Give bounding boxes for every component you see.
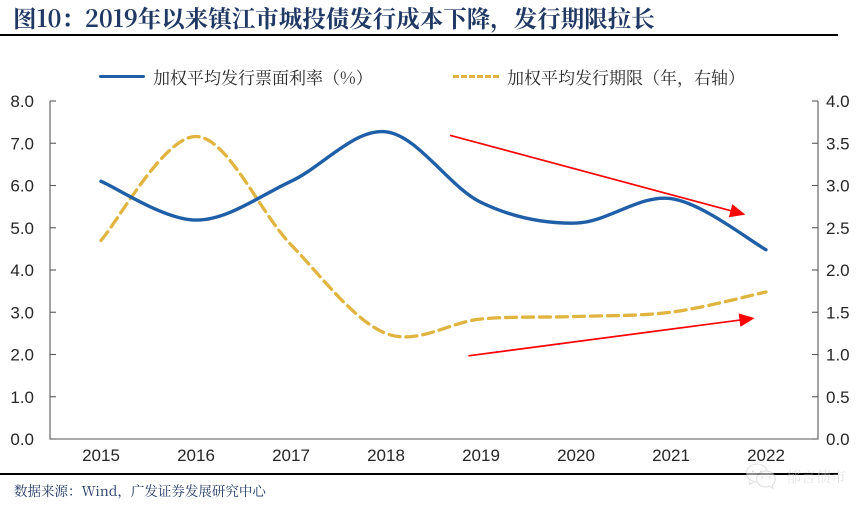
svg-text:2016: 2016 [177,446,215,465]
svg-text:0.0: 0.0 [10,430,34,449]
svg-text:2022: 2022 [747,446,785,465]
svg-text:2.5: 2.5 [826,219,850,238]
svg-text:1.0: 1.0 [10,388,34,407]
svg-text:3.0: 3.0 [826,177,850,196]
svg-text:2017: 2017 [272,446,310,465]
svg-text:1.0: 1.0 [826,346,850,365]
svg-text:0.0: 0.0 [826,430,850,449]
svg-text:0.5: 0.5 [826,388,850,407]
svg-text:4.0: 4.0 [10,261,34,280]
svg-text:2.0: 2.0 [826,261,850,280]
svg-text:3.0: 3.0 [10,303,34,322]
svg-text:2.0: 2.0 [10,346,34,365]
svg-text:7.0: 7.0 [10,134,34,153]
svg-text:3.5: 3.5 [826,134,850,153]
svg-text:2018: 2018 [367,446,405,465]
svg-text:2015: 2015 [82,446,120,465]
svg-text:2020: 2020 [557,446,595,465]
svg-text:8.0: 8.0 [10,92,34,111]
svg-text:4.0: 4.0 [826,92,850,111]
svg-text:6.0: 6.0 [10,177,34,196]
svg-text:2019: 2019 [462,446,500,465]
svg-text:2021: 2021 [652,446,690,465]
svg-text:5.0: 5.0 [10,219,34,238]
svg-text:1.5: 1.5 [826,303,850,322]
